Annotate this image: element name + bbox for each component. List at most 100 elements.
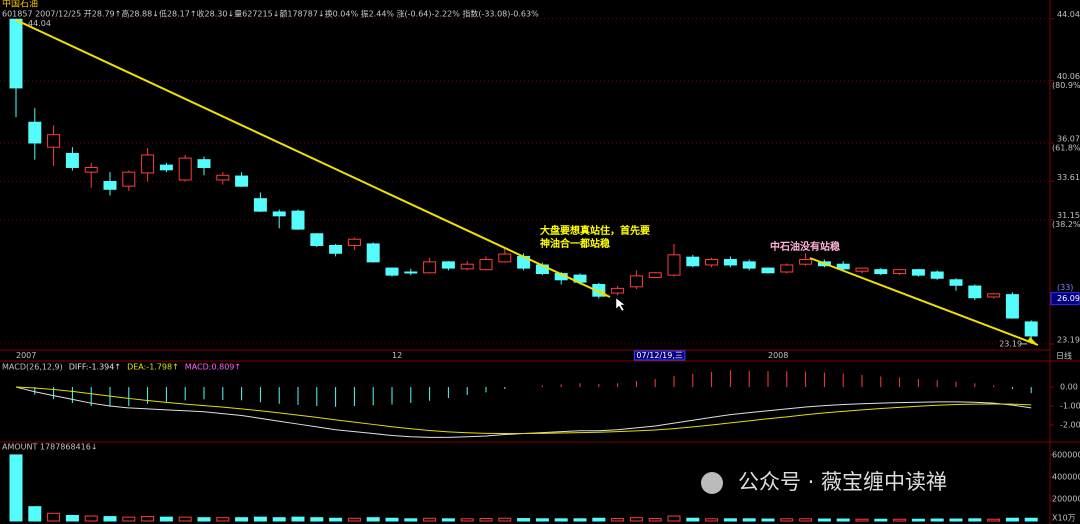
volume-bar <box>366 517 380 522</box>
volume-bar <box>498 517 512 522</box>
volume-bar <box>893 518 907 522</box>
volume-bar <box>28 506 42 522</box>
y-tick-label: 33.61 <box>1057 173 1080 182</box>
candle-body <box>498 253 512 263</box>
candle-body <box>893 269 907 275</box>
volume-bar <box>441 518 455 522</box>
last-price-box <box>1050 292 1080 306</box>
last-price: 26.09 <box>1057 294 1080 303</box>
volume-bar <box>780 518 794 522</box>
volume-bar <box>517 518 531 522</box>
volume-bar <box>291 516 305 522</box>
unit-label: X10万 <box>1052 514 1076 523</box>
candle-body <box>592 283 606 297</box>
annotation: (33) <box>1057 283 1073 292</box>
candle-body <box>705 259 719 266</box>
candle-body <box>272 211 286 217</box>
candle-body <box>742 261 756 269</box>
volume-bar <box>178 516 192 522</box>
ratio-label: (38.2%) <box>1052 220 1080 229</box>
volume-bar <box>611 518 625 522</box>
volume-bar <box>836 518 850 522</box>
volume-bar <box>404 518 418 522</box>
volume-bar <box>761 518 775 522</box>
volume-bar <box>742 518 756 522</box>
candle-body <box>178 157 192 181</box>
panel-title: MACD(26,12,9) <box>2 363 63 372</box>
volume-bar <box>103 516 117 522</box>
volume-bar <box>216 517 230 522</box>
ratio-label: (61.8%) <box>1052 143 1080 152</box>
volume-bar <box>723 518 737 522</box>
candle-body <box>122 171 136 187</box>
x-tick-label: 12 <box>392 351 402 360</box>
volume-bar <box>122 516 136 522</box>
volume-bar <box>592 517 606 522</box>
y-tick-label: 0.00 <box>1060 383 1078 392</box>
trend-line <box>15 19 611 298</box>
volume-bar <box>84 515 98 522</box>
volume-bar <box>799 518 813 522</box>
volume-bar <box>911 518 925 522</box>
candle-body <box>667 254 681 276</box>
y-tick-label: 40.06 <box>1057 72 1080 81</box>
candle-body <box>253 198 267 212</box>
volume-bar <box>479 518 493 522</box>
candle-body <box>761 267 775 274</box>
candle-body <box>385 267 399 276</box>
candle-body <box>855 267 869 272</box>
volume-bar <box>423 517 437 522</box>
ratio-label: (80.9%) <box>1052 81 1080 90</box>
candle-body <box>911 269 925 276</box>
y-tick-label: 400000 <box>1052 472 1080 481</box>
candle-body <box>84 166 98 173</box>
volume-bar <box>554 518 568 522</box>
volume-bar <box>629 517 643 522</box>
macd-line <box>15 386 1032 435</box>
candle-body <box>874 269 888 275</box>
candle-body <box>930 271 944 279</box>
candle-body <box>310 233 324 246</box>
annotation: 中石油没有站稳 <box>770 240 840 253</box>
candle-body <box>347 238 361 246</box>
mouse-cursor <box>615 297 626 312</box>
volume-bar <box>930 518 944 522</box>
volume-bar <box>385 517 399 522</box>
legend-entry: DIFF:-1.394↑ <box>69 363 121 372</box>
candle-body <box>28 121 42 144</box>
legend-entry: MACD:0.809↑ <box>185 363 241 372</box>
volume-bar <box>159 516 173 522</box>
candle-body <box>479 259 493 271</box>
candle-body <box>216 174 230 181</box>
candle-body <box>159 164 173 171</box>
candle-body <box>460 263 474 270</box>
macd-line <box>15 386 1032 438</box>
y-tick-label: 44.04 <box>1057 10 1080 19</box>
candle-body <box>235 175 249 187</box>
candle-body <box>65 152 79 168</box>
candle-body <box>329 244 343 254</box>
volume-bar <box>1005 517 1019 522</box>
x-tick-label: 2008 <box>768 351 788 360</box>
volume-bar <box>987 518 1001 522</box>
volume-bar <box>272 517 286 522</box>
volume-bar <box>329 517 343 522</box>
cursor-date-bg <box>633 350 686 361</box>
candle-body <box>629 275 643 288</box>
candle-body <box>423 261 437 274</box>
y-tick-label: 200000 <box>1052 494 1080 503</box>
volume-bar <box>949 518 963 522</box>
volume-bar <box>705 518 719 522</box>
volume-bar <box>235 517 249 522</box>
y-tick-label: 36.07 <box>1057 134 1080 143</box>
volume-bar <box>460 518 474 522</box>
watermark-icon <box>701 472 723 494</box>
candle-body <box>987 293 1001 298</box>
trend-line <box>809 257 1039 346</box>
max-label: 44.04 <box>28 19 51 28</box>
candle-body <box>197 159 211 168</box>
candle-body <box>968 285 982 299</box>
volume-bar <box>65 514 79 522</box>
y-tick-label: -1.00 <box>1060 402 1080 411</box>
